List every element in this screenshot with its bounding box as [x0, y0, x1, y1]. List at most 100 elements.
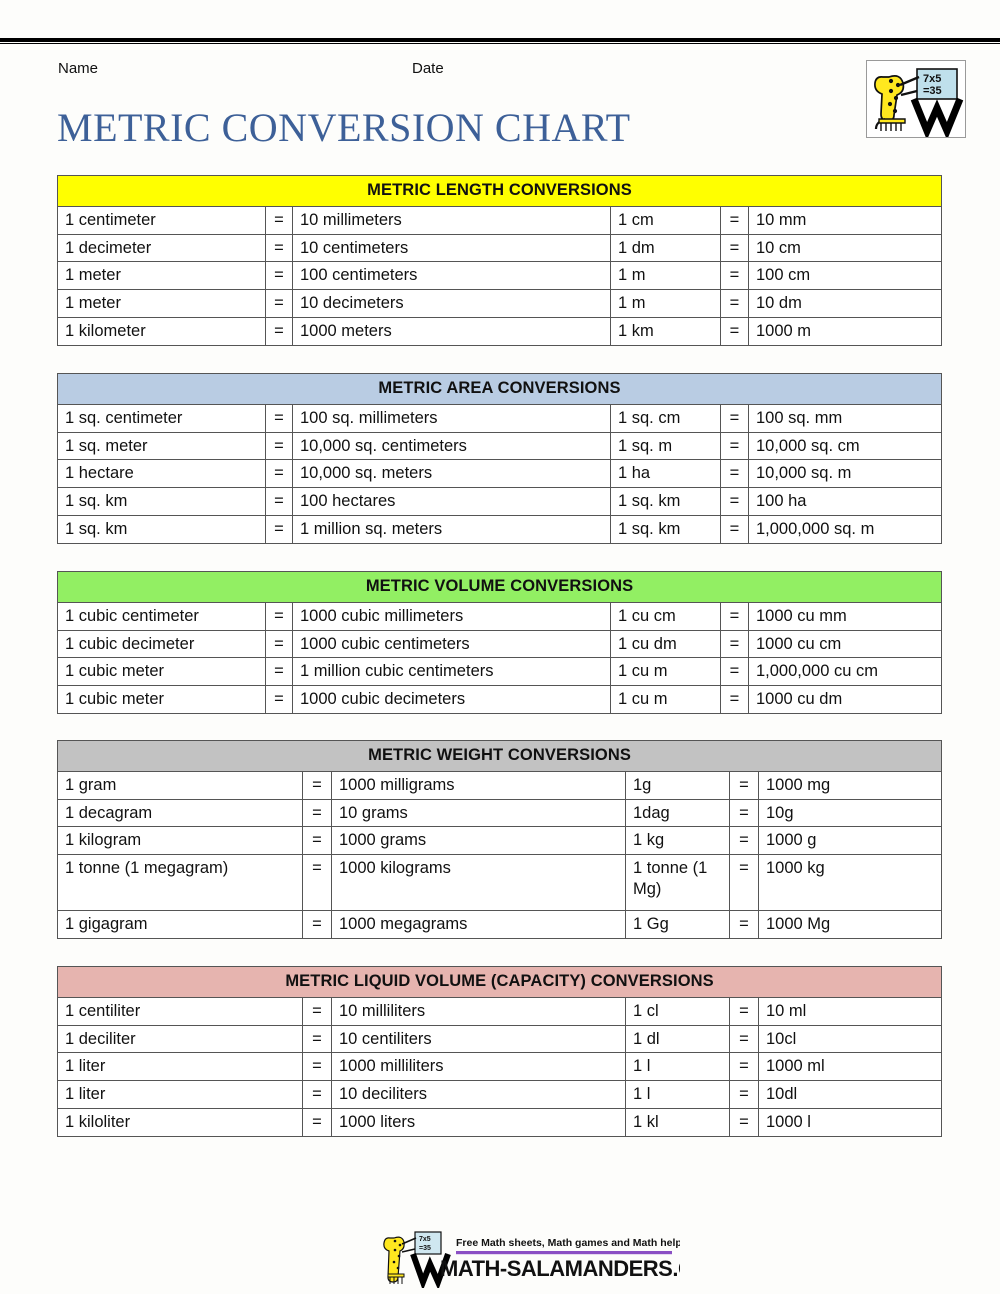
- table-row: 1 sq. km = 1 million sq. meters 1 sq. km…: [57, 514, 943, 544]
- cell-equals: =: [302, 996, 332, 1026]
- table-header-row: METRIC VOLUME CONVERSIONS: [56, 571, 943, 603]
- cell-unit-from: 1 meter: [57, 289, 266, 318]
- table-row: 1 hectare = 10,000 sq. meters 1 ha = 10,…: [57, 459, 943, 489]
- cell-abbr-from: 1 Gg: [625, 910, 730, 939]
- cell-unit-from: 1 cubic decimeter: [57, 629, 266, 659]
- cell-abbr-from: 1dag: [625, 798, 730, 828]
- cell-unit-from: 1 kilogram: [57, 826, 303, 856]
- cell-abbr-to: 1,000,000 sq. m: [747, 514, 943, 544]
- cell-unit-to: 10 decimeters: [292, 289, 611, 318]
- cell-unit-from: 1 decagram: [57, 798, 303, 828]
- cell-unit-from: 1 gram: [57, 770, 303, 800]
- cell-unit-to: 1 million cubic centimeters: [292, 657, 611, 687]
- cell-abbr-to: 1000 cu cm: [747, 629, 943, 659]
- table-row: 1 meter = 100 centimeters 1 m = 100 cm: [57, 261, 943, 291]
- cell-abbr-to: 10 cm: [747, 233, 943, 263]
- cell-unit-from: 1 gigagram: [57, 910, 303, 939]
- svg-text:7x5: 7x5: [923, 73, 941, 85]
- cell-equals: =: [720, 459, 749, 489]
- cell-unit-to: 1000 kilograms: [331, 854, 626, 912]
- cell-unit-to: 10 millimeters: [292, 205, 611, 235]
- cell-abbr-from: 1 cu cm: [610, 601, 721, 631]
- cell-abbr-from: 1 m: [610, 289, 721, 318]
- cell-unit-from: 1 kilometer: [57, 316, 266, 346]
- cell-unit-to: 10 deciliters: [331, 1080, 626, 1109]
- footer-branding[interactable]: 7x5 =35 Free Math sheets, Math games and…: [380, 1228, 680, 1288]
- table-area-conversions: METRIC AREA CONVERSIONS 1 sq. centimeter…: [56, 373, 943, 544]
- cell-equals: =: [265, 685, 293, 714]
- cell-abbr-from: 1 ha: [610, 459, 721, 489]
- cell-unit-from: 1 tonne (1 megagram): [57, 854, 303, 912]
- cell-unit-from: 1 cubic centimeter: [57, 601, 266, 631]
- table-header-row: METRIC WEIGHT CONVERSIONS: [56, 740, 943, 772]
- cell-equals: =: [265, 629, 293, 659]
- table-header-row: METRIC AREA CONVERSIONS: [56, 373, 943, 405]
- cell-unit-from: 1 sq. meter: [57, 431, 266, 461]
- cell-abbr-from: 1 l: [625, 1052, 730, 1082]
- cell-unit-to: 10,000 sq. meters: [292, 459, 611, 489]
- cell-unit-from: 1 centimeter: [57, 205, 266, 235]
- cell-unit-from: 1 liter: [57, 1080, 303, 1109]
- cell-equals: =: [302, 1024, 332, 1054]
- cell-abbr-from: 1 tonne (1 Mg): [625, 854, 730, 912]
- cell-equals: =: [729, 798, 759, 828]
- table-title-area: METRIC AREA CONVERSIONS: [56, 373, 943, 405]
- cell-unit-to: 1000 megagrams: [331, 910, 626, 939]
- cell-equals: =: [720, 685, 749, 714]
- page-title: METRIC CONVERSION CHART: [57, 105, 631, 150]
- cell-abbr-to: 1000 Mg: [757, 910, 943, 939]
- cell-equals: =: [302, 1052, 332, 1082]
- footer-site-name: MATH-SALAMANDERS.COM: [440, 1256, 680, 1281]
- cell-equals: =: [265, 316, 293, 346]
- cell-abbr-to: 100 ha: [747, 487, 943, 516]
- cell-equals: =: [720, 233, 749, 263]
- cell-unit-to: 1000 liters: [331, 1107, 626, 1137]
- cell-abbr-from: 1 cu m: [610, 685, 721, 714]
- cell-equals: =: [720, 487, 749, 516]
- cell-abbr-to: 100 cm: [747, 261, 943, 291]
- cell-unit-from: 1 cubic meter: [57, 685, 266, 714]
- cell-equals: =: [265, 233, 293, 263]
- cell-equals: =: [729, 910, 759, 939]
- cell-equals: =: [302, 910, 332, 939]
- cell-unit-to: 10 centimeters: [292, 233, 611, 263]
- cell-abbr-from: 1 m: [610, 261, 721, 291]
- cell-abbr-from: 1 cl: [625, 996, 730, 1026]
- table-row: 1 sq. km = 100 hectares 1 sq. km = 100 h…: [57, 487, 943, 516]
- cell-equals: =: [720, 431, 749, 461]
- cell-equals: =: [720, 629, 749, 659]
- cell-unit-to: 1000 cubic centimeters: [292, 629, 611, 659]
- cell-abbr-from: 1 cu dm: [610, 629, 721, 659]
- cell-unit-to: 1000 milliliters: [331, 1052, 626, 1082]
- cell-equals: =: [729, 854, 759, 912]
- cell-equals: =: [720, 316, 749, 346]
- cell-unit-to: 1000 grams: [331, 826, 626, 856]
- table-row: 1 decimeter = 10 centimeters 1 dm = 10 c…: [57, 233, 943, 263]
- footer-tagline: Free Math sheets, Math games and Math he…: [456, 1237, 680, 1249]
- cell-equals: =: [302, 826, 332, 856]
- cell-unit-from: 1 cubic meter: [57, 657, 266, 687]
- table-row: 1 kilogram = 1000 grams 1 kg = 1000 g: [57, 826, 943, 856]
- table-title-liquid: METRIC LIQUID VOLUME (CAPACITY) CONVERSI…: [56, 966, 943, 998]
- cell-equals: =: [265, 403, 293, 433]
- table-header-row: METRIC LENGTH CONVERSIONS: [56, 175, 943, 207]
- cell-equals: =: [265, 261, 293, 291]
- cell-equals: =: [720, 205, 749, 235]
- cell-equals: =: [265, 205, 293, 235]
- cell-abbr-from: 1g: [625, 770, 730, 800]
- cell-equals: =: [302, 770, 332, 800]
- cell-abbr-to: 1000 g: [757, 826, 943, 856]
- page-top-rule: [0, 38, 1000, 44]
- cell-abbr-from: 1 cu m: [610, 657, 721, 687]
- cell-equals: =: [720, 289, 749, 318]
- cell-abbr-to: 1000 cu dm: [747, 685, 943, 714]
- table-title-volume: METRIC VOLUME CONVERSIONS: [56, 571, 943, 603]
- cell-equals: =: [729, 1052, 759, 1082]
- cell-equals: =: [265, 514, 293, 544]
- table-row: 1 meter = 10 decimeters 1 m = 10 dm: [57, 289, 943, 318]
- date-label: Date: [412, 60, 444, 77]
- cell-abbr-to: 10,000 sq. cm: [747, 431, 943, 461]
- cell-abbr-to: 10 ml: [757, 996, 943, 1026]
- table-row: 1 decagram = 10 grams 1dag = 10g: [57, 798, 943, 828]
- cell-unit-to: 1000 milligrams: [331, 770, 626, 800]
